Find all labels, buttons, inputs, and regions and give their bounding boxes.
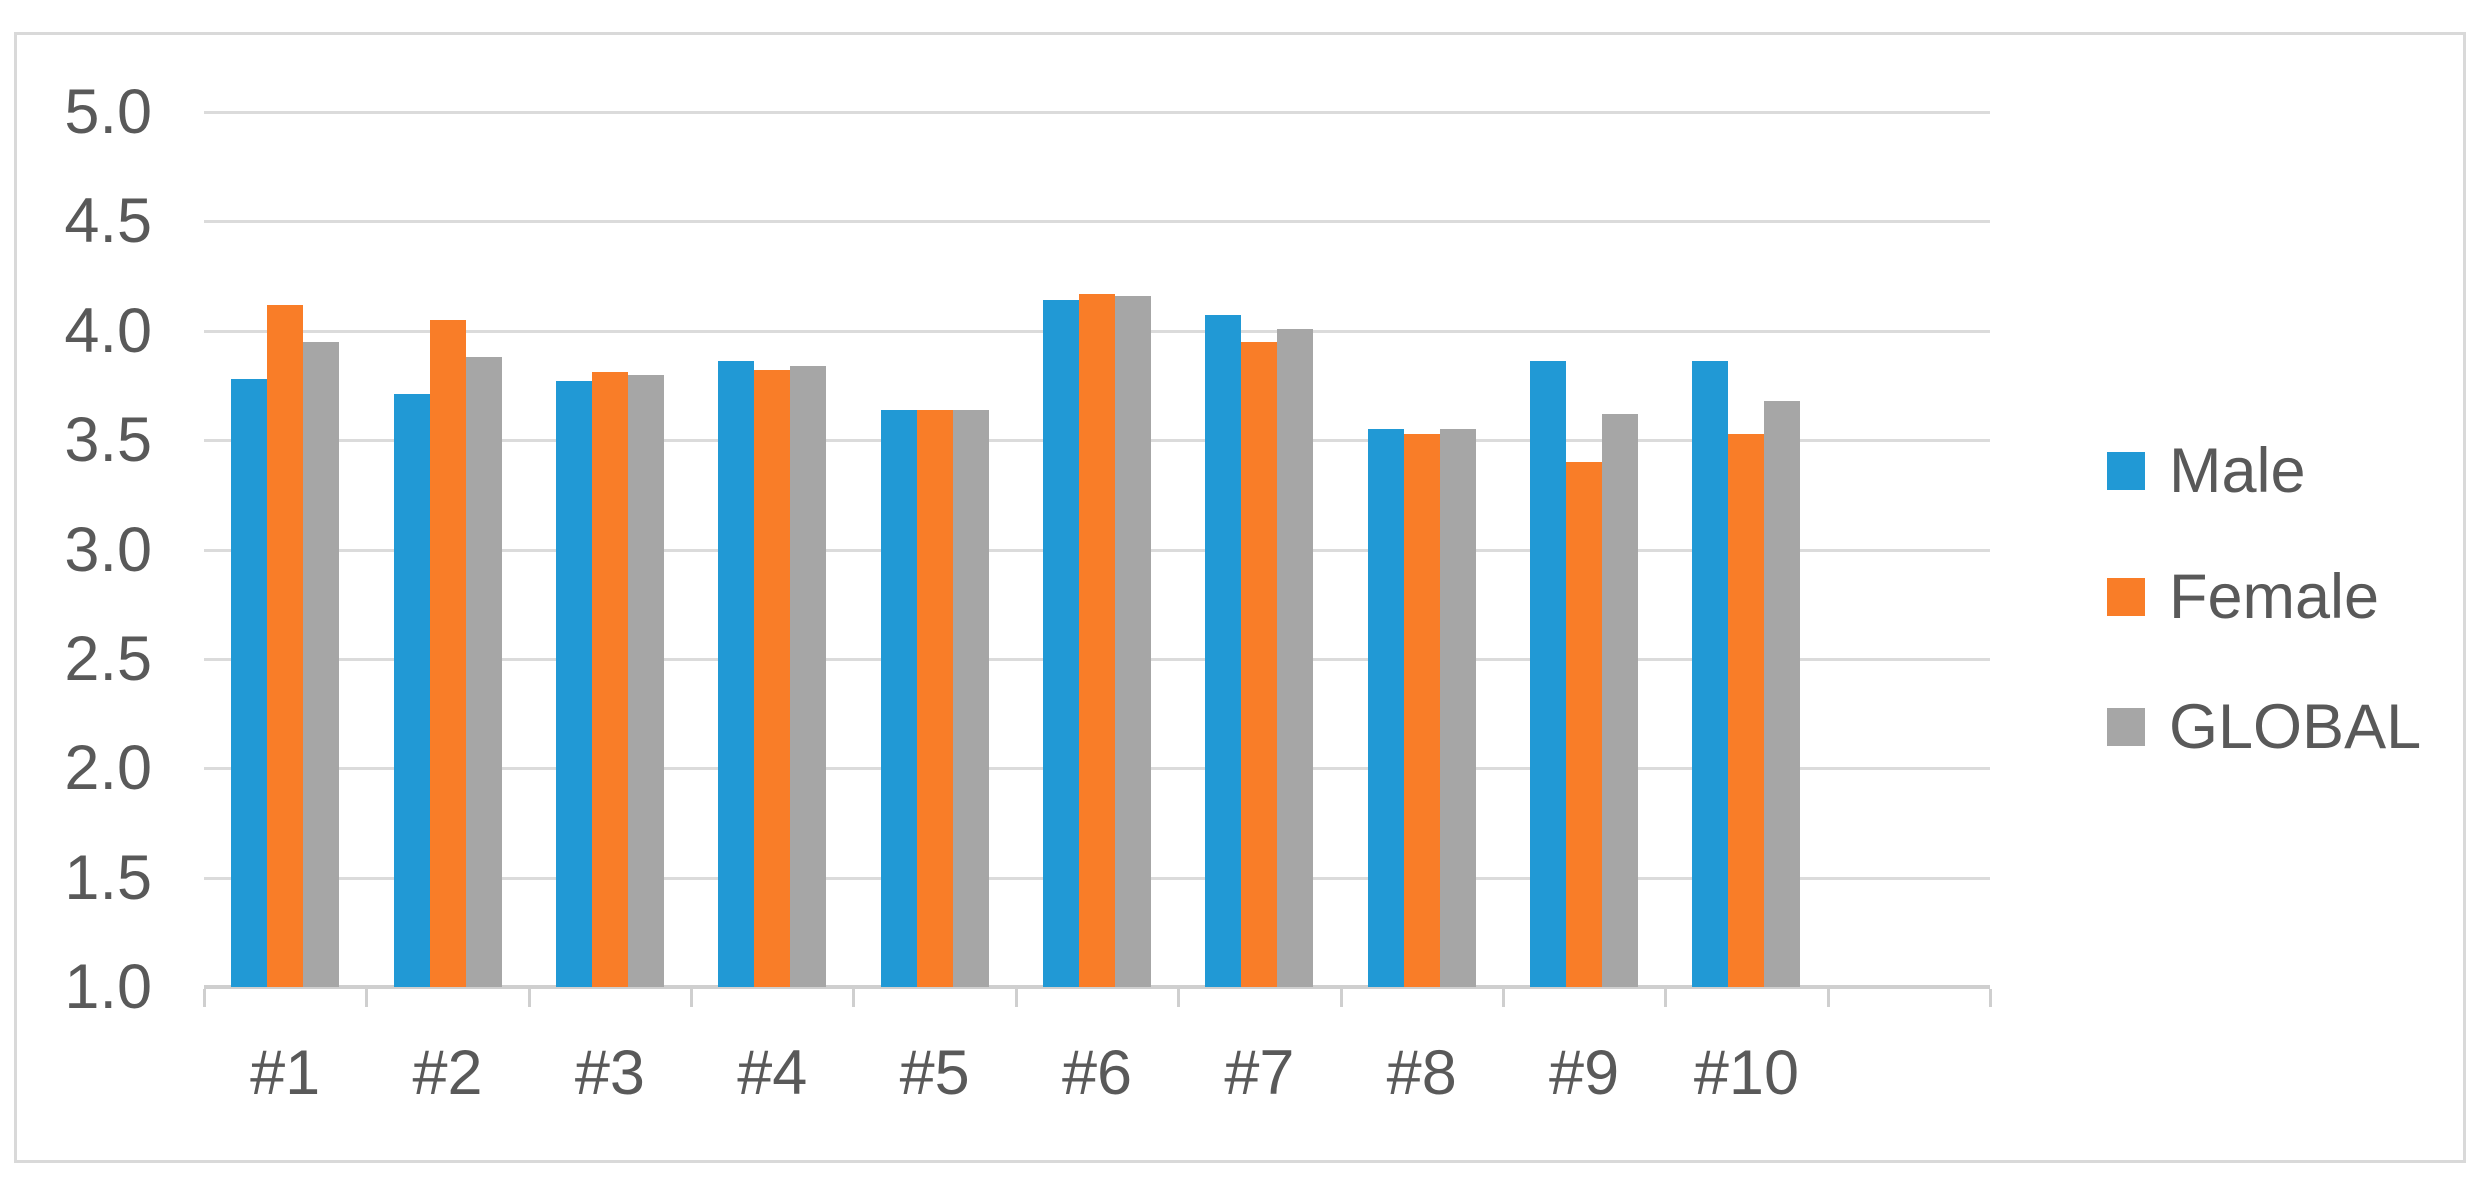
bar-female-3[interactable] xyxy=(591,372,628,987)
y-tick-label-2.0: 2.0 xyxy=(64,733,152,804)
y-tick-label-5.0: 5.0 xyxy=(64,77,152,147)
x-tick-label-9: #9 xyxy=(1549,1038,1620,1108)
x-tick-label-6: #6 xyxy=(1061,1038,1133,1108)
x-tick-label-7: #7 xyxy=(1224,1038,1295,1108)
bar-global-3[interactable] xyxy=(627,374,664,987)
x-axis-tick xyxy=(1177,989,1181,1007)
x-tick-label-3: #3 xyxy=(574,1038,645,1108)
x-axis-tick xyxy=(527,989,531,1007)
bar-female-8[interactable] xyxy=(1403,433,1440,987)
bar-global-6[interactable] xyxy=(1115,295,1151,987)
legend-swatch-female-icon xyxy=(2107,578,2145,616)
x-axis-tick xyxy=(1989,989,1992,1007)
bar-male-2[interactable] xyxy=(393,394,430,987)
legend-item-male[interactable]: Male xyxy=(2107,436,2306,506)
bar-female-9[interactable] xyxy=(1566,462,1603,987)
x-tick-label-5: #5 xyxy=(899,1038,970,1108)
bar-global-9[interactable] xyxy=(1602,413,1639,987)
bar-male-9[interactable] xyxy=(1530,361,1567,987)
x-axis-tick xyxy=(1014,989,1018,1007)
bar-female-6[interactable] xyxy=(1079,293,1115,987)
bar-female-10[interactable] xyxy=(1728,433,1765,987)
bar-global-5[interactable] xyxy=(952,409,989,987)
bar-male-4[interactable] xyxy=(718,361,755,987)
bar-male-8[interactable] xyxy=(1367,429,1404,987)
bar-male-5[interactable] xyxy=(880,409,917,987)
y-tick-label-4.5: 4.5 xyxy=(64,186,152,257)
bar-male-3[interactable] xyxy=(555,381,592,987)
x-axis-tick xyxy=(365,989,369,1007)
gridline-4.5 xyxy=(204,220,1990,224)
x-tick-label-2: #2 xyxy=(412,1038,483,1108)
y-tick-label-3.5: 3.5 xyxy=(64,405,152,476)
legend-label-male: Male xyxy=(2169,436,2306,506)
x-tick-label-4: #4 xyxy=(737,1038,808,1108)
legend-label-female: Female xyxy=(2169,562,2380,632)
x-axis-line xyxy=(204,985,1990,989)
bar-female-4[interactable] xyxy=(754,370,791,987)
gridline-5.0 xyxy=(204,111,1990,114)
x-axis-tick xyxy=(690,989,694,1007)
x-tick-label-8: #8 xyxy=(1386,1038,1457,1108)
bar-global-4[interactable] xyxy=(790,365,827,987)
bar-female-1[interactable] xyxy=(267,304,304,987)
bar-male-1[interactable] xyxy=(231,378,268,987)
bar-global-10[interactable] xyxy=(1764,400,1801,987)
x-axis-tick xyxy=(1501,989,1505,1007)
x-axis-tick xyxy=(852,989,856,1007)
bar-male-7[interactable] xyxy=(1205,315,1242,987)
bar-male-6[interactable] xyxy=(1043,300,1079,987)
x-axis-tick xyxy=(203,989,206,1007)
legend-swatch-global-icon xyxy=(2107,708,2145,746)
y-tick-label-1.0: 1.0 xyxy=(64,952,152,1022)
bar-male-10[interactable] xyxy=(1692,361,1729,987)
y-tick-label-4.0: 4.0 xyxy=(64,295,152,366)
x-axis-tick xyxy=(1339,989,1343,1007)
legend-swatch-male-icon xyxy=(2107,452,2145,490)
bar-global-8[interactable] xyxy=(1439,429,1476,987)
bar-female-5[interactable] xyxy=(916,409,953,987)
y-tick-label-1.5: 1.5 xyxy=(64,842,152,913)
bar-global-1[interactable] xyxy=(303,341,340,987)
x-axis-tick xyxy=(1664,989,1668,1007)
legend-item-female[interactable]: Female xyxy=(2107,562,2379,632)
y-tick-label-3.0: 3.0 xyxy=(64,514,152,585)
bar-global-2[interactable] xyxy=(465,357,502,987)
x-axis-tick xyxy=(1826,989,1830,1007)
bar-female-7[interactable] xyxy=(1241,341,1278,987)
legend-label-global: GLOBAL xyxy=(2169,692,2422,762)
x-tick-label-1: #1 xyxy=(250,1038,321,1108)
x-tick-label-10: #10 xyxy=(1693,1038,1799,1108)
y-tick-label-2.5: 2.5 xyxy=(64,623,152,694)
bar-global-7[interactable] xyxy=(1277,328,1314,987)
legend-item-global[interactable]: GLOBAL xyxy=(2107,692,2421,762)
bar-female-2[interactable] xyxy=(429,319,466,987)
